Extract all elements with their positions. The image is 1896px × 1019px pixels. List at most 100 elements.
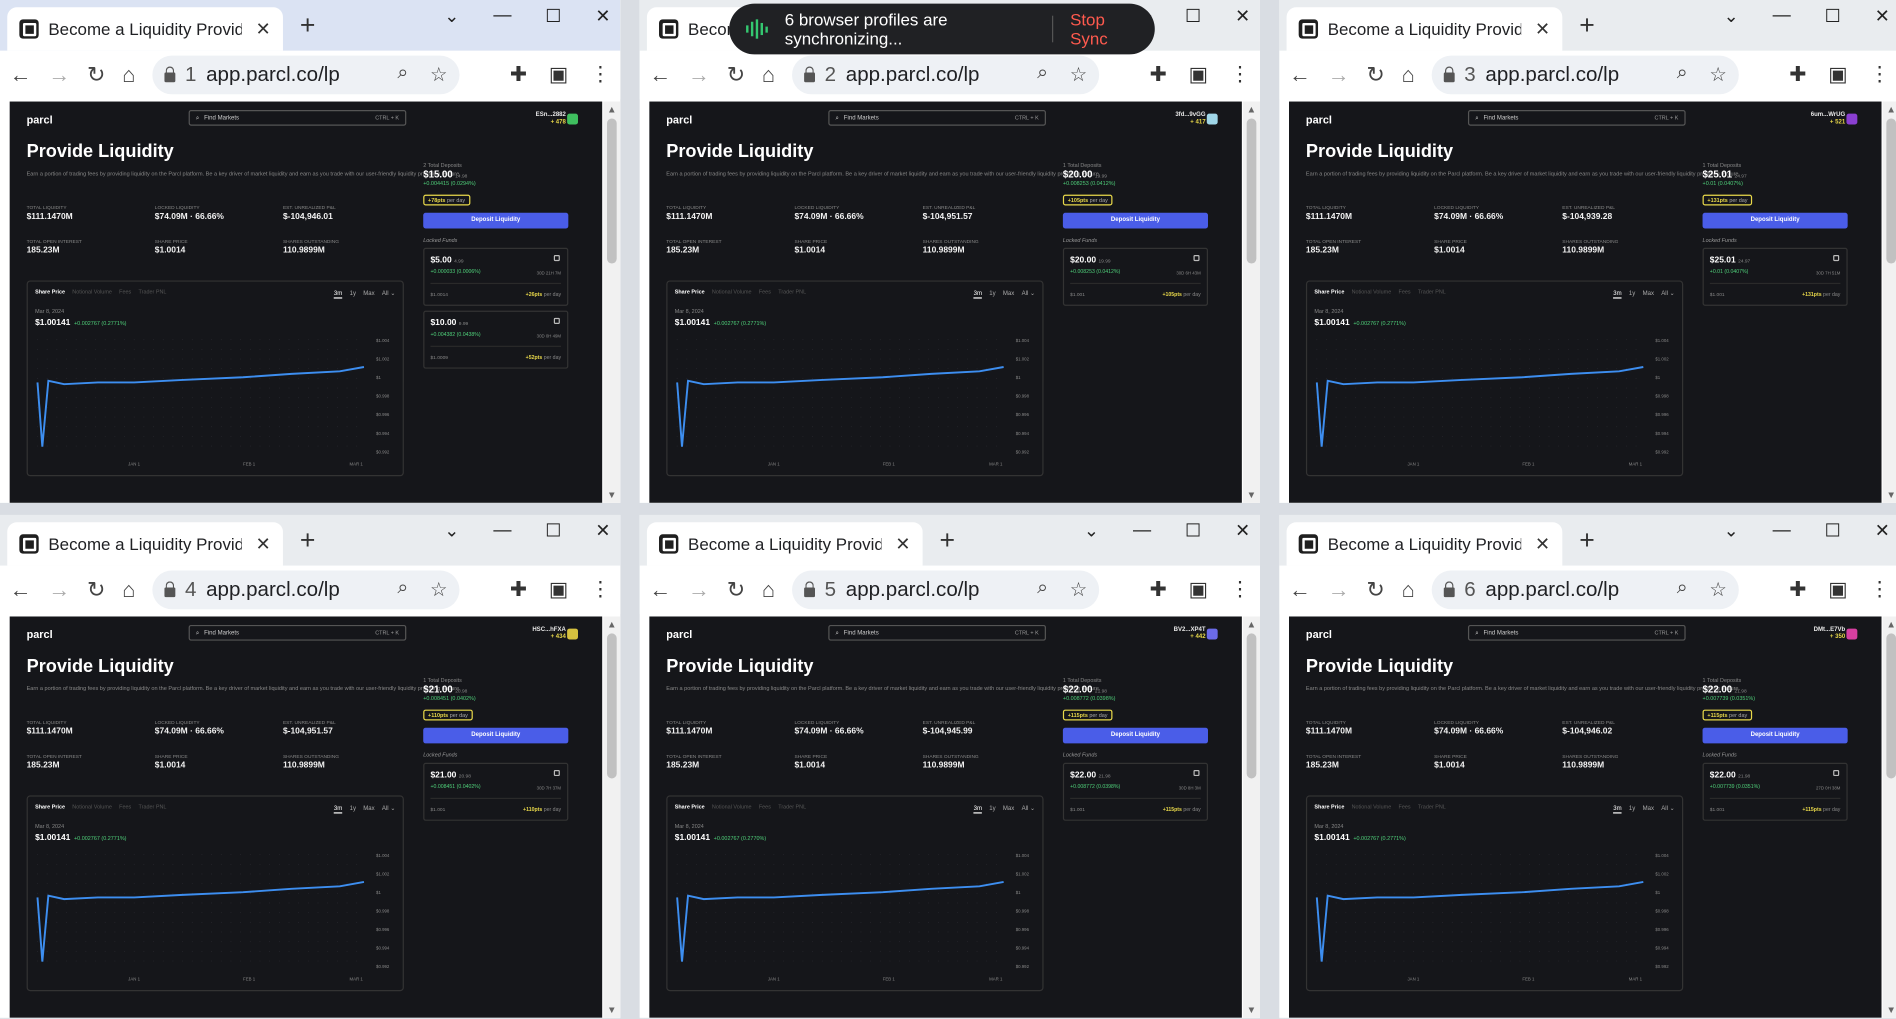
tab-share-price[interactable]: Share Price <box>674 288 705 295</box>
parcl-logo[interactable]: parcl <box>1305 628 1332 641</box>
range-1y[interactable]: 1y <box>349 290 356 298</box>
tab-fees[interactable]: Fees <box>758 803 771 810</box>
page-scrollbar[interactable]: ▲ ▼ <box>1243 101 1260 503</box>
close-window-icon[interactable]: ✕ <box>595 6 611 27</box>
deposit-liquidity-button[interactable]: Deposit Liquidity <box>423 212 569 229</box>
tab-notional-volume[interactable]: Notional Volume <box>711 288 752 295</box>
home-icon[interactable]: ⌂ <box>761 577 776 602</box>
tab-trader-pnl[interactable]: Trader PNL <box>138 288 167 295</box>
address-bar[interactable]: 1 app.parcl.co/lp ⌕ ☆ <box>152 55 460 95</box>
browser-tab[interactable]: Become a Liquidity Provider ✕ <box>1286 7 1563 51</box>
chevron-down-icon[interactable]: ⌄ <box>1723 6 1739 27</box>
back-arrow-icon[interactable]: ← <box>9 62 32 87</box>
kebab-menu-icon[interactable]: ⋮ <box>1869 577 1890 601</box>
extensions-icon[interactable]: ✚ <box>1789 62 1807 86</box>
browser-tab[interactable]: Become a Liquidity Provider ✕ <box>1286 522 1563 566</box>
scroll-down-icon[interactable]: ▼ <box>607 489 617 501</box>
minimize-icon[interactable]: — <box>493 4 512 26</box>
side-panel-icon[interactable]: ▣ <box>1828 62 1848 86</box>
search-input[interactable]: ⌕ Find Markets CTRL + K <box>188 110 407 126</box>
maximize-icon[interactable]: ☐ <box>1184 520 1202 542</box>
page-scrollbar[interactable]: ▲ ▼ <box>603 101 621 503</box>
close-window-icon[interactable]: ✕ <box>1235 520 1251 542</box>
forward-arrow-icon[interactable]: → <box>1327 62 1350 87</box>
lock-icon[interactable] <box>1833 770 1840 777</box>
kebab-menu-icon[interactable]: ⋮ <box>1869 62 1890 86</box>
side-panel-icon[interactable]: ▣ <box>548 62 569 86</box>
side-panel-icon[interactable]: ▣ <box>1188 577 1208 601</box>
kebab-menu-icon[interactable]: ⋮ <box>590 62 611 86</box>
range-max[interactable]: Max <box>1642 805 1654 813</box>
side-panel-icon[interactable]: ▣ <box>1828 577 1848 601</box>
parcl-logo[interactable]: parcl <box>26 628 53 641</box>
extensions-icon[interactable]: ✚ <box>1149 62 1167 86</box>
range-max[interactable]: Max <box>363 805 375 813</box>
range-1y[interactable]: 1y <box>1628 805 1636 813</box>
tab-fees[interactable]: Fees <box>758 288 771 295</box>
bookmark-star-icon[interactable]: ☆ <box>1069 580 1088 601</box>
deposit-liquidity-button[interactable]: Deposit Liquidity <box>423 727 569 744</box>
browser-tab[interactable]: Become a Liquidity Provider ✕ <box>7 7 283 51</box>
forward-arrow-icon[interactable]: → <box>48 62 71 87</box>
scroll-up-icon[interactable]: ▲ <box>1246 618 1257 630</box>
address-bar[interactable]: 5 app.parcl.co/lp ⌕ ☆ <box>791 570 1100 610</box>
filter-select[interactable]: All ⌄ <box>1021 805 1036 813</box>
close-tab-icon[interactable]: ✕ <box>255 19 271 40</box>
address-bar[interactable]: 2 app.parcl.co/lp ⌕ ☆ <box>791 55 1100 95</box>
scroll-thumb[interactable] <box>607 118 617 264</box>
extensions-icon[interactable]: ✚ <box>1789 577 1807 601</box>
maximize-icon[interactable]: ☐ <box>545 6 562 27</box>
scroll-down-icon[interactable]: ▼ <box>1886 489 1896 501</box>
scroll-thumb[interactable] <box>1886 118 1896 264</box>
tab-share-price[interactable]: Share Price <box>1314 803 1345 810</box>
tab-notional-volume[interactable]: Notional Volume <box>1351 803 1392 810</box>
forward-arrow-icon[interactable]: → <box>1327 577 1350 602</box>
back-arrow-icon[interactable]: ← <box>9 577 32 602</box>
scroll-thumb[interactable] <box>1246 633 1257 779</box>
tab-notional-volume[interactable]: Notional Volume <box>72 288 112 295</box>
page-scrollbar[interactable]: ▲ ▼ <box>603 616 621 1018</box>
lock-icon[interactable] <box>1833 255 1840 262</box>
extensions-icon[interactable]: ✚ <box>509 577 528 601</box>
tab-fees[interactable]: Fees <box>1398 288 1411 295</box>
avatar[interactable] <box>567 113 578 125</box>
filter-select[interactable]: All ⌄ <box>1661 290 1675 298</box>
maximize-icon[interactable]: ☐ <box>1184 6 1202 27</box>
avatar[interactable] <box>1846 628 1858 640</box>
zoom-icon[interactable]: ⌕ <box>397 577 409 599</box>
scroll-up-icon[interactable]: ▲ <box>607 103 617 115</box>
range-1y[interactable]: 1y <box>1628 290 1636 298</box>
home-icon[interactable]: ⌂ <box>1401 62 1415 87</box>
scroll-down-icon[interactable]: ▼ <box>1886 1004 1896 1016</box>
tab-share-price[interactable]: Share Price <box>35 803 66 810</box>
range-3m[interactable]: 3m <box>333 805 343 814</box>
lock-icon[interactable] <box>1193 770 1200 777</box>
maximize-icon[interactable]: ☐ <box>1824 520 1841 542</box>
close-window-icon[interactable]: ✕ <box>1874 520 1890 542</box>
parcl-logo[interactable]: parcl <box>1305 113 1332 126</box>
reload-icon[interactable]: ↻ <box>1366 577 1385 602</box>
back-arrow-icon[interactable]: ← <box>649 62 672 87</box>
browser-tab[interactable]: Become a Liquidity Provider ✕ <box>7 522 283 566</box>
tab-share-price[interactable]: Share Price <box>674 803 705 810</box>
chevron-down-icon[interactable]: ⌄ <box>444 6 460 27</box>
chevron-down-icon[interactable]: ⌄ <box>1083 520 1100 542</box>
tab-notional-volume[interactable]: Notional Volume <box>72 803 112 810</box>
new-tab-icon[interactable]: + <box>939 524 956 555</box>
search-input[interactable]: ⌕ Find Markets CTRL + K <box>828 110 1046 126</box>
locked-fund-card[interactable]: $22.00 21.98 +0.008772 (0.0398%) 30D 8H 3… <box>1062 762 1208 821</box>
range-3m[interactable]: 3m <box>333 290 343 299</box>
stop-sync-button[interactable]: Stop Sync <box>1070 9 1108 49</box>
filter-select[interactable]: All ⌄ <box>381 805 396 813</box>
locked-fund-card[interactable]: $20.00 19.99 +0.008253 (0.0412%) 30D 6H 4… <box>1062 247 1208 306</box>
side-panel-icon[interactable]: ▣ <box>1188 62 1208 86</box>
browser-tab[interactable]: Become a Liquidity Provider ✕ <box>646 522 923 566</box>
locked-fund-card[interactable]: $10.00 9.99 +0.004382 (0.0438%) 30D 0H 49… <box>423 310 569 369</box>
range-3m[interactable]: 3m <box>973 805 983 814</box>
back-arrow-icon[interactable]: ← <box>1289 62 1311 87</box>
close-tab-icon[interactable]: ✕ <box>255 534 271 555</box>
parcl-logo[interactable]: parcl <box>666 628 693 641</box>
deposit-liquidity-button[interactable]: Deposit Liquidity <box>1702 212 1848 229</box>
kebab-menu-icon[interactable]: ⋮ <box>590 577 611 601</box>
address-bar[interactable]: 4 app.parcl.co/lp ⌕ ☆ <box>152 570 460 610</box>
